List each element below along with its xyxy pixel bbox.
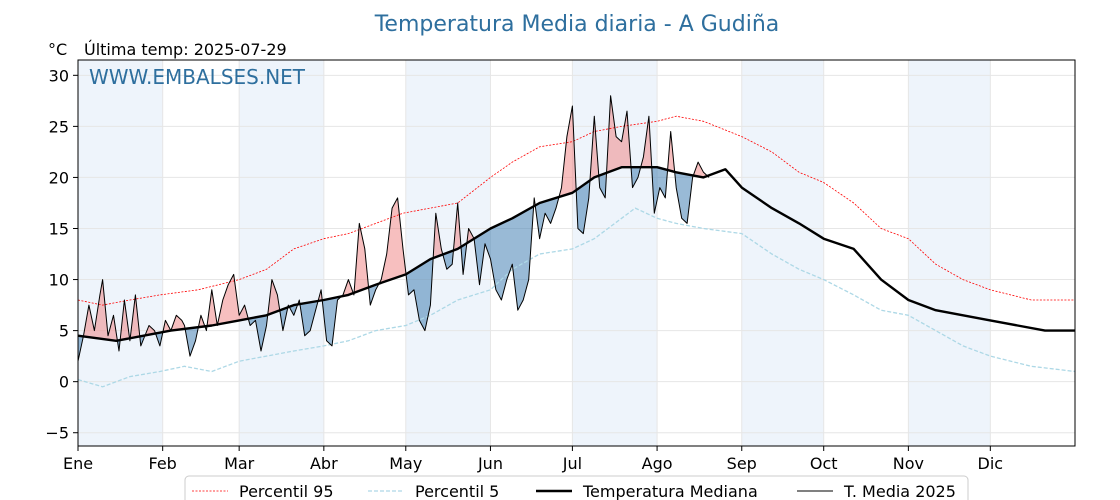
plot-frame — [77, 59, 1076, 447]
below-median-area — [630, 158, 641, 188]
above-median-area — [605, 95, 631, 186]
above-median-area — [267, 279, 280, 320]
legend: Percentil 95 Percentil 5 Temperatura Media… — [184, 475, 969, 500]
below-median-area — [184, 325, 199, 357]
month-band — [239, 60, 324, 446]
last-update-label: Última temp: 2025-07-29 — [84, 40, 287, 59]
median-line — [77, 166, 1075, 342]
above-median-area — [129, 294, 140, 341]
axis-ticks: −5 0 5 10 15 20 25 30 Ene Feb Mar Abr May Jun Jul Ago Se… — [45, 66, 1003, 473]
above-median-area — [692, 162, 707, 178]
x-tick-label: Sep — [727, 454, 757, 473]
above-median-area — [378, 197, 406, 285]
below-median-area — [155, 332, 163, 346]
above-median-area — [198, 315, 205, 329]
below-median-area — [299, 299, 318, 336]
legend-label-median: Temperatura Mediana — [582, 482, 758, 500]
above-median-area — [667, 131, 675, 173]
y-tick-label: −5 — [45, 424, 69, 443]
y-tick-label: 20 — [49, 168, 69, 187]
below-median-area — [442, 250, 453, 270]
month-band — [908, 60, 991, 446]
y-tick-label: 5 — [59, 322, 69, 341]
x-tick-label: Nov — [893, 454, 924, 473]
x-tick-label: Oct — [810, 454, 838, 473]
above-median-area — [640, 116, 652, 170]
x-tick-label: Jul — [562, 454, 582, 473]
below-median-area — [405, 258, 434, 331]
x-tick-label: Mar — [224, 454, 255, 473]
series-lines — [77, 95, 1076, 388]
x-tick-label: May — [389, 454, 422, 473]
month-band — [572, 60, 658, 446]
month-band — [78, 60, 163, 446]
current-year-line — [77, 95, 710, 362]
legend-box — [184, 475, 969, 500]
y-tick-label: 15 — [49, 219, 69, 238]
below-median-area — [279, 307, 288, 331]
above-median-area — [589, 116, 599, 188]
above-median-area — [353, 223, 369, 295]
unit-label: °C — [48, 40, 67, 59]
x-tick-label: Abr — [310, 454, 338, 473]
above-median-area — [82, 279, 117, 341]
below-median-area — [534, 197, 559, 239]
month-band — [741, 60, 824, 446]
y-tick-label: 25 — [49, 117, 69, 136]
x-tick-label: Ene — [63, 454, 93, 473]
x-tick-label: Dic — [978, 454, 1004, 473]
p95-line — [77, 115, 1075, 306]
below-median-area — [575, 180, 590, 234]
legend-label-current: T. Media 2025 — [843, 482, 956, 500]
watermark-text: WWW.EMBALSES.NET — [89, 65, 306, 89]
y-tick-label: 10 — [49, 271, 69, 290]
x-tick-label: Ago — [642, 454, 673, 473]
below-median-area — [674, 166, 693, 224]
chart-title: Temperatura Media diaria - A Gudiña — [374, 12, 780, 37]
above-median-area — [119, 299, 130, 345]
legend-label-p5: Percentil 5 — [415, 482, 499, 500]
below-median-area — [248, 315, 268, 352]
y-tick-label: 30 — [49, 66, 69, 85]
x-tick-label: Feb — [149, 454, 177, 473]
below-median-area — [474, 206, 534, 311]
anomaly-fills — [78, 95, 709, 362]
legend-label-p95: Percentil 95 — [239, 482, 334, 500]
below-median-area — [598, 169, 606, 198]
y-tick-label: 0 — [59, 373, 69, 392]
month-bands — [78, 60, 991, 446]
x-tick-label: Jun — [477, 454, 503, 473]
p5-line — [77, 207, 1076, 388]
above-median-area — [217, 274, 249, 326]
above-median-area — [206, 289, 217, 331]
